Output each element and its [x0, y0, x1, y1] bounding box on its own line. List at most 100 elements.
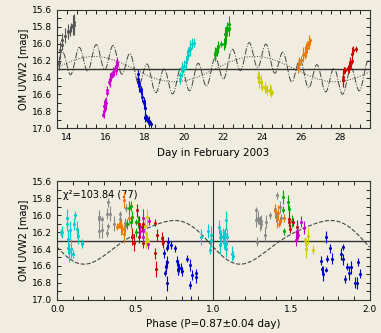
Point — [179, 65, 185, 70]
Point — [128, 203, 134, 208]
Point — [289, 218, 295, 224]
Point — [146, 218, 152, 224]
Point — [134, 71, 141, 76]
Point — [323, 267, 329, 272]
Point — [224, 27, 230, 32]
Point — [290, 219, 296, 225]
Point — [168, 242, 174, 247]
Point — [117, 216, 123, 222]
Point — [142, 106, 148, 111]
Point — [110, 69, 116, 74]
Point — [340, 77, 346, 83]
Point — [347, 64, 353, 69]
Point — [341, 256, 347, 262]
Point — [145, 118, 151, 123]
Point — [350, 48, 356, 53]
Point — [303, 46, 309, 52]
Point — [280, 207, 286, 212]
Point — [58, 229, 64, 235]
Point — [121, 197, 127, 203]
Point — [141, 99, 147, 104]
Point — [346, 65, 352, 70]
Point — [181, 63, 187, 68]
Point — [218, 235, 224, 240]
Y-axis label: OM UVW2 [mag]: OM UVW2 [mag] — [19, 200, 29, 281]
Point — [277, 204, 283, 210]
Point — [123, 221, 130, 227]
Point — [135, 219, 141, 225]
Point — [140, 222, 146, 227]
Point — [153, 266, 159, 271]
Point — [276, 221, 282, 226]
Point — [133, 229, 139, 235]
Point — [218, 41, 224, 47]
Point — [117, 211, 123, 216]
Point — [258, 222, 264, 227]
Point — [286, 219, 292, 224]
Point — [126, 215, 132, 221]
Point — [179, 269, 186, 274]
Point — [223, 31, 229, 36]
Point — [179, 67, 185, 72]
Point — [229, 251, 235, 256]
Point — [303, 49, 309, 54]
Point — [144, 236, 150, 241]
Point — [105, 223, 111, 229]
Point — [152, 220, 158, 225]
Point — [347, 61, 353, 66]
Point — [179, 66, 185, 72]
Point — [118, 224, 124, 230]
Point — [187, 45, 193, 50]
Point — [294, 228, 300, 233]
Point — [121, 232, 127, 237]
Point — [142, 115, 149, 120]
Point — [145, 241, 151, 246]
Point — [226, 26, 232, 31]
Point — [258, 79, 264, 85]
Point — [67, 29, 73, 34]
Point — [212, 53, 218, 58]
Point — [255, 215, 261, 220]
Point — [223, 29, 229, 35]
Point — [349, 51, 355, 56]
Point — [187, 282, 193, 288]
Point — [286, 216, 292, 222]
Point — [139, 229, 146, 234]
Point — [64, 215, 70, 221]
Point — [57, 48, 63, 53]
Point — [222, 242, 228, 247]
Point — [183, 60, 189, 65]
Point — [139, 224, 145, 229]
Point — [341, 68, 347, 73]
Point — [140, 234, 146, 240]
Point — [216, 243, 223, 248]
Point — [146, 120, 152, 125]
Point — [208, 238, 214, 243]
Point — [345, 67, 351, 72]
Point — [99, 216, 106, 222]
Point — [262, 85, 268, 91]
Point — [187, 46, 193, 52]
Point — [111, 221, 117, 226]
Point — [325, 256, 331, 261]
Point — [131, 240, 137, 245]
Point — [274, 193, 280, 198]
Point — [99, 112, 106, 118]
Point — [122, 221, 128, 226]
Point — [208, 233, 215, 238]
Point — [134, 208, 140, 213]
Point — [189, 41, 195, 46]
Point — [78, 241, 85, 247]
Point — [96, 214, 102, 219]
Point — [62, 33, 68, 39]
Point — [296, 62, 302, 67]
Point — [71, 22, 77, 28]
Point — [101, 104, 107, 109]
Point — [185, 52, 191, 58]
Point — [258, 218, 264, 224]
Point — [342, 277, 348, 282]
Point — [342, 67, 348, 72]
Point — [104, 91, 110, 96]
Point — [229, 253, 235, 258]
Point — [102, 102, 108, 107]
